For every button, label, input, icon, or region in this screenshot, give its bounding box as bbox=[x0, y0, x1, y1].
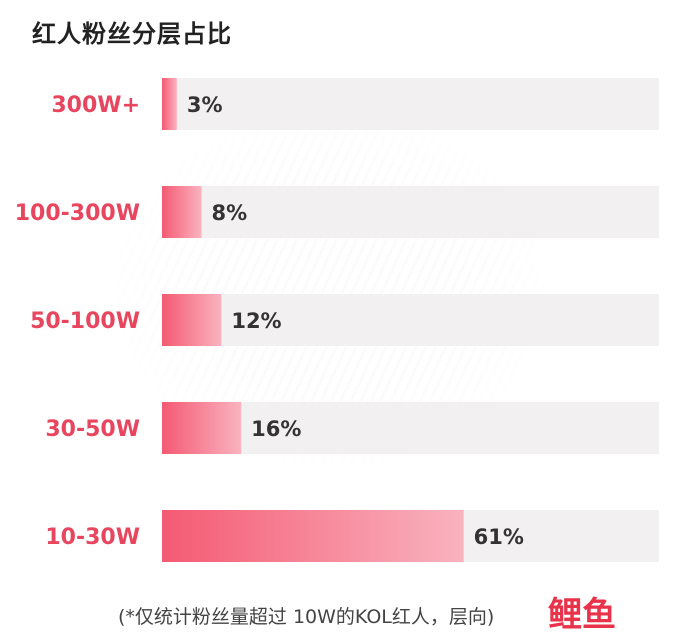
fish-logo-icon: 鲤鱼 bbox=[548, 595, 616, 635]
category-label: 300W+ bbox=[51, 93, 140, 118]
category-label: 100-300W bbox=[15, 201, 140, 226]
value-label: 61% bbox=[474, 525, 524, 549]
value-label: 16% bbox=[251, 417, 301, 441]
value-label: 3% bbox=[187, 93, 223, 117]
category-label: 50-100W bbox=[30, 309, 140, 334]
bar-50-100W bbox=[162, 294, 222, 346]
bar-track bbox=[162, 78, 659, 130]
bar-track bbox=[162, 294, 659, 346]
bar-100-300W bbox=[162, 186, 202, 238]
chart-title: 红人粉丝分层占比 bbox=[32, 20, 232, 48]
bar-300W+ bbox=[162, 78, 177, 130]
category-label: 30-50W bbox=[45, 417, 140, 442]
value-label: 12% bbox=[231, 309, 281, 333]
bar-track bbox=[162, 402, 659, 454]
footnote: (*仅统计粉丝量超过 10W的KOL红人，层向) bbox=[118, 606, 495, 628]
value-label: 8% bbox=[212, 201, 248, 225]
category-label: 10-30W bbox=[45, 525, 140, 550]
bar-10-30W bbox=[162, 510, 464, 562]
bar-30-50W bbox=[162, 402, 242, 454]
bars-layer: 300W+ 3% 100-300W 8% 50-100W 12% 30-50W 16% 10-3… bbox=[15, 78, 659, 562]
brand-logo: 鲤鱼 bbox=[548, 593, 616, 637]
bar-track bbox=[162, 186, 659, 238]
